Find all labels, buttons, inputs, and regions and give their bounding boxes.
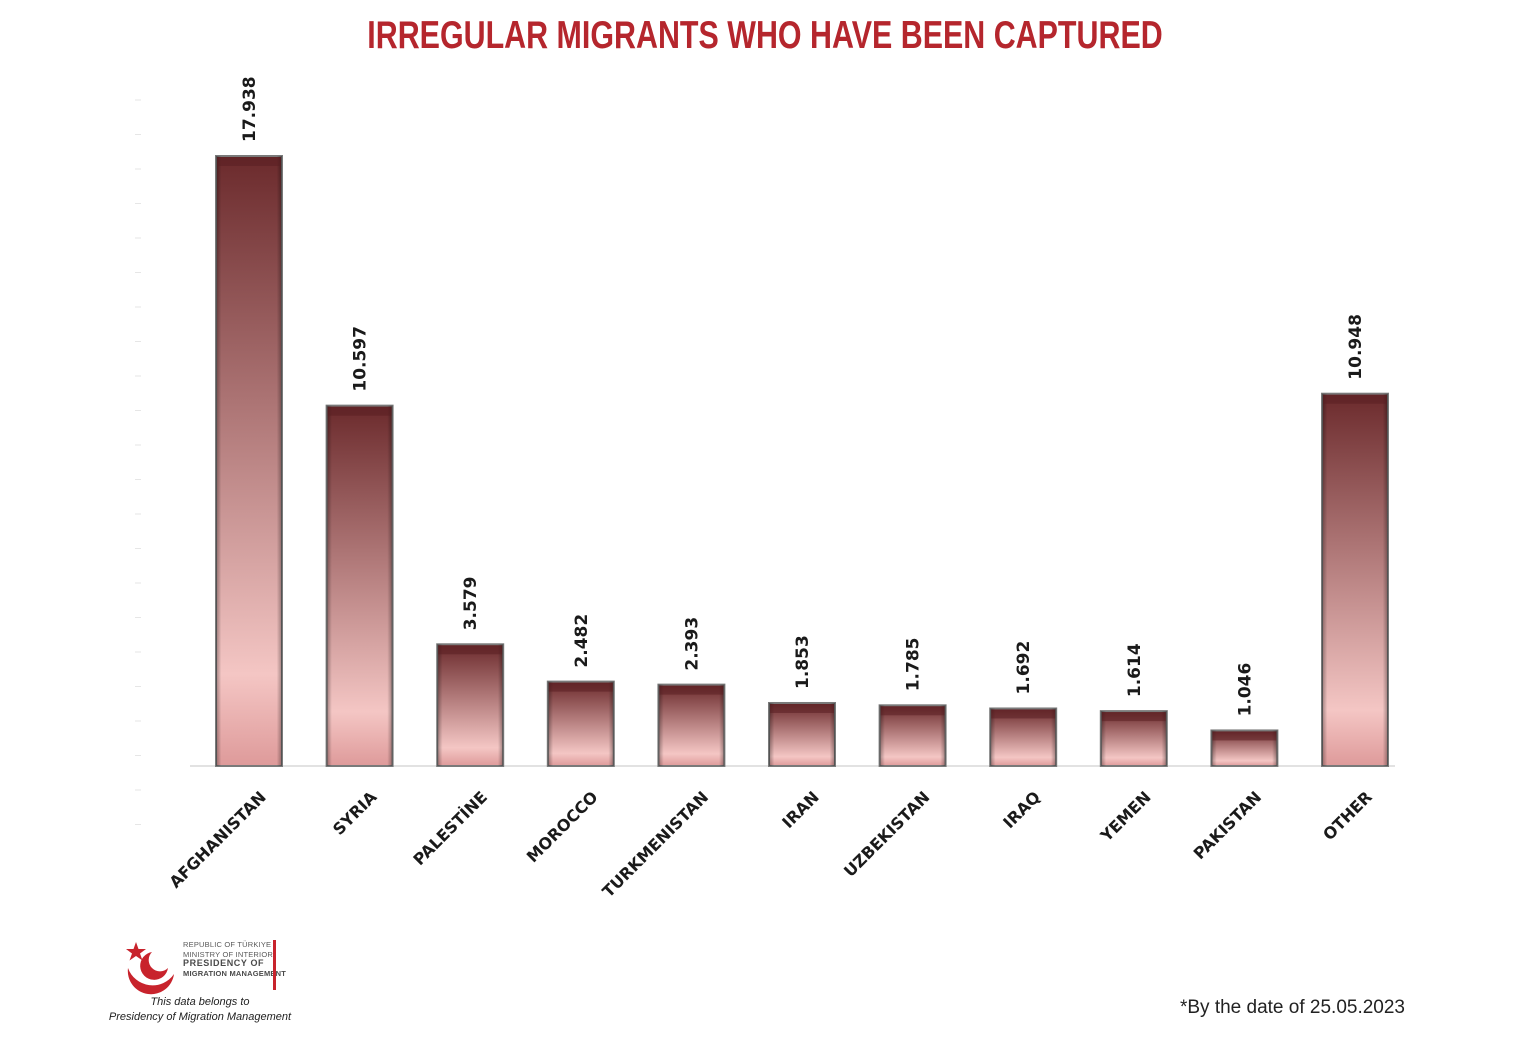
value-label: 1.853 xyxy=(793,635,813,689)
category-labels-group: AFGHANISTAN SYRIA PALESTİNE MOROCCOTURKMENI… xyxy=(166,787,1376,901)
logo-divider xyxy=(273,940,276,990)
category-label: PAKISTAN xyxy=(1190,787,1266,863)
bar-top-bevel xyxy=(991,709,1056,719)
logo-line-3: PRESIDENCY OF xyxy=(183,958,265,968)
bar-other xyxy=(1321,392,1389,767)
value-label: 10.948 xyxy=(1346,314,1366,380)
bar-syria xyxy=(325,404,394,767)
bar-uzbekistan xyxy=(878,704,947,768)
bar-top-bevel xyxy=(548,682,613,692)
category-label: IRAN xyxy=(778,787,823,832)
owner-note-line-2: Presidency of Migration Management xyxy=(108,1011,292,1023)
institution-name: REPUBLIC OF TÜRKIYE MINISTRY OF INTERIOR… xyxy=(183,940,286,978)
bar-palesti̇ne xyxy=(436,643,505,768)
category-label: AFGHANISTAN xyxy=(166,787,270,891)
bar-shade xyxy=(547,681,614,766)
bar-shade xyxy=(1322,393,1388,766)
bar-top-bevel xyxy=(217,157,281,166)
value-label: 3.579 xyxy=(461,577,481,631)
bars-group xyxy=(215,155,1389,768)
crescent-star-icon xyxy=(126,942,174,995)
bar-turkmenistan xyxy=(657,683,726,767)
value-label: 1.785 xyxy=(904,638,924,692)
date-note: *By the date of 25.05.2023 xyxy=(1179,997,1405,1018)
bar-shade xyxy=(326,405,393,766)
bar-top-bevel xyxy=(880,706,945,716)
logo-line-2: MINISTRY OF INTERIOR xyxy=(183,949,273,959)
value-label: 1.614 xyxy=(1125,643,1145,697)
category-label: MOROCCO xyxy=(523,787,602,866)
bar-top-bevel xyxy=(438,645,503,655)
bar-shade xyxy=(658,684,725,766)
category-label: UZBEKISTAN xyxy=(840,787,933,880)
bar-shade xyxy=(879,705,946,766)
value-label: 2.393 xyxy=(682,617,702,671)
bar-top-bevel xyxy=(1101,712,1166,722)
value-label: 1.046 xyxy=(1235,663,1255,717)
bar-top-bevel xyxy=(1323,394,1387,404)
bar-top-bevel xyxy=(327,406,392,416)
value-label: 1.692 xyxy=(1014,641,1034,695)
y-axis-ticks xyxy=(135,99,141,825)
logo-line-1: REPUBLIC OF TÜRKIYE xyxy=(183,940,272,949)
bar-pakistan xyxy=(1210,729,1279,767)
bar-iran xyxy=(768,701,836,767)
bar-afghanistan xyxy=(215,155,283,767)
category-label: OTHER xyxy=(1319,787,1376,844)
bar-shade xyxy=(769,702,835,766)
category-label: SYRIA xyxy=(329,787,381,839)
value-label: 17.938 xyxy=(240,76,260,142)
category-label: TURKMENISTAN xyxy=(599,787,713,901)
value-label: 2.482 xyxy=(572,614,592,668)
category-label: IRAQ xyxy=(999,787,1044,832)
bar-top-bevel xyxy=(1212,731,1277,741)
bar-iraq xyxy=(989,707,1058,767)
chart-title: IRREGULAR MIGRANTS WHO HAVE BEEN CAPTURE… xyxy=(367,14,1163,57)
owner-note-line-1: This data belongs to xyxy=(150,996,250,1008)
logo-line-4: MIGRATION MANAGEMENT xyxy=(183,968,287,978)
category-label: PALESTİNE xyxy=(409,787,491,869)
value-label: 10.597 xyxy=(351,326,371,392)
category-label: YEMEN xyxy=(1096,787,1155,846)
bar-shade xyxy=(437,644,504,766)
bar-top-bevel xyxy=(659,685,724,695)
data-ownership-note: This data belongs to Presidency of Migra… xyxy=(100,995,300,1025)
bar-shade xyxy=(216,156,282,766)
bar-top-bevel xyxy=(770,703,834,713)
value-labels-group: 17.938 10.597 3.579 2.482 2.393 1.853 1.785 1.6… xyxy=(240,76,1366,716)
bar-yemen xyxy=(1099,710,1168,767)
bar-morocco xyxy=(546,680,615,767)
